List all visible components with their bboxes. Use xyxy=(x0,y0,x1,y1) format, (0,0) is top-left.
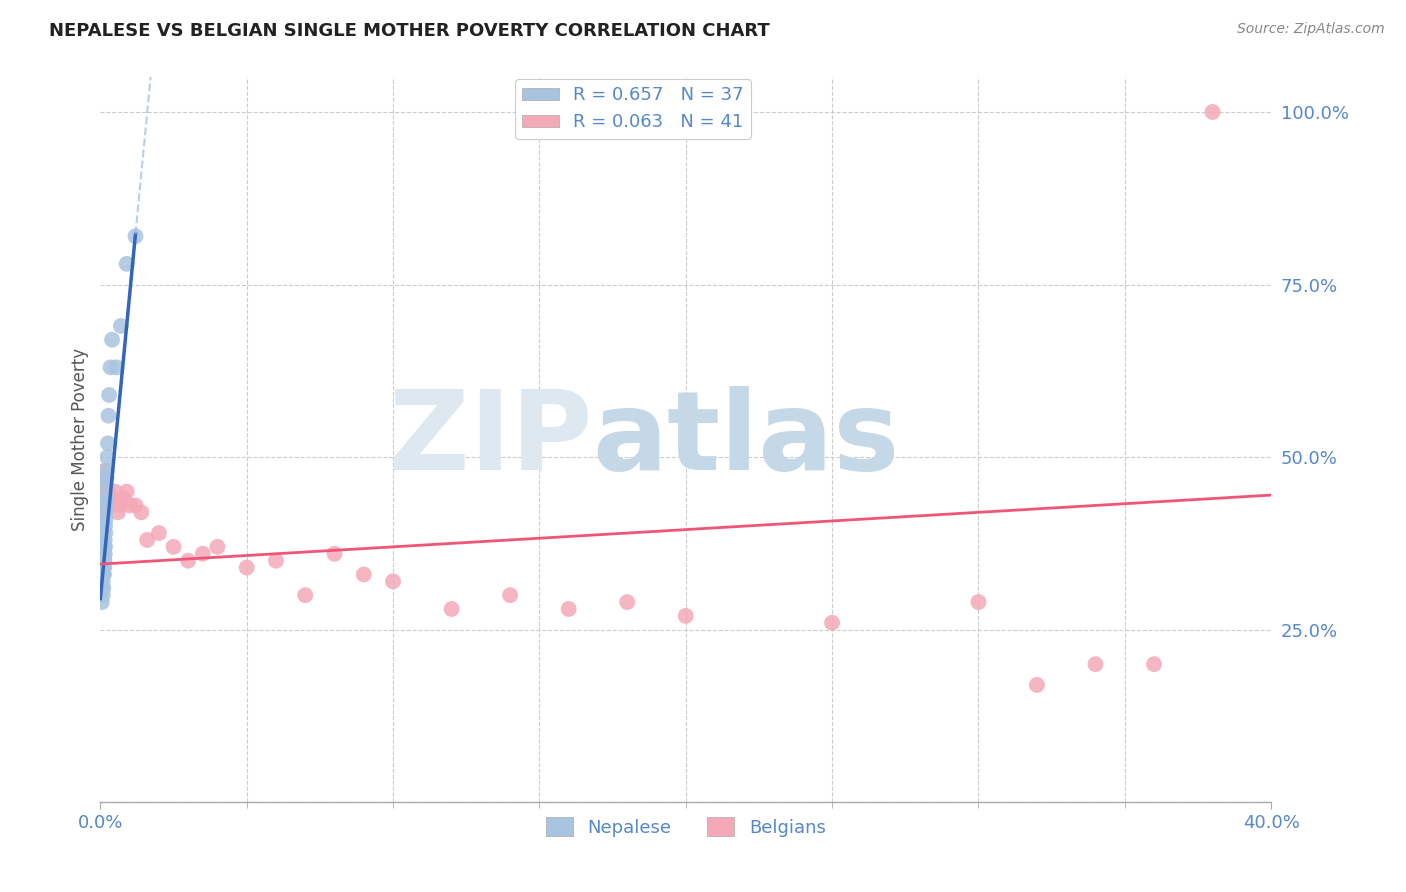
Point xyxy=(191,547,214,561)
Point xyxy=(91,581,114,595)
Point xyxy=(94,526,117,541)
Point xyxy=(91,560,114,574)
Point xyxy=(98,388,121,402)
Point xyxy=(96,464,118,478)
Point xyxy=(112,491,135,506)
Point xyxy=(91,505,114,519)
Point xyxy=(104,484,127,499)
Point xyxy=(93,554,115,568)
Point xyxy=(110,499,132,513)
Point xyxy=(97,484,120,499)
Point xyxy=(353,567,375,582)
Point xyxy=(967,595,990,609)
Text: ZIP: ZIP xyxy=(388,386,592,493)
Point xyxy=(107,505,129,519)
Point xyxy=(94,540,117,554)
Text: NEPALESE VS BELGIAN SINGLE MOTHER POVERTY CORRELATION CHART: NEPALESE VS BELGIAN SINGLE MOTHER POVERT… xyxy=(49,22,770,40)
Point xyxy=(115,484,138,499)
Point xyxy=(162,540,184,554)
Point xyxy=(91,567,114,582)
Point xyxy=(105,360,128,375)
Legend: Nepalese, Belgians: Nepalese, Belgians xyxy=(538,810,832,844)
Point xyxy=(124,499,146,513)
Point xyxy=(1201,105,1223,120)
Point xyxy=(93,540,115,554)
Point xyxy=(91,484,114,499)
Point xyxy=(96,471,118,485)
Point xyxy=(94,499,117,513)
Point xyxy=(115,257,138,271)
Point xyxy=(93,567,115,582)
Point xyxy=(207,540,229,554)
Point xyxy=(1084,657,1107,672)
Point xyxy=(94,512,117,526)
Point xyxy=(93,547,115,561)
Point xyxy=(1143,657,1166,672)
Point xyxy=(91,574,114,589)
Point xyxy=(93,560,115,574)
Point xyxy=(382,574,405,589)
Point xyxy=(557,602,579,616)
Point xyxy=(94,519,117,533)
Point xyxy=(93,464,115,478)
Point xyxy=(675,608,697,623)
Point xyxy=(131,505,153,519)
Point xyxy=(90,581,112,595)
Point xyxy=(91,588,114,602)
Point xyxy=(124,229,146,244)
Point xyxy=(93,491,115,506)
Point xyxy=(100,360,122,375)
Point xyxy=(1026,678,1049,692)
Point xyxy=(148,526,170,541)
Point xyxy=(94,491,117,506)
Point xyxy=(90,595,112,609)
Point xyxy=(94,505,117,519)
Point xyxy=(93,554,115,568)
Point xyxy=(93,533,115,547)
Point xyxy=(97,409,120,423)
Point xyxy=(118,499,141,513)
Point xyxy=(101,333,124,347)
Point xyxy=(93,567,115,582)
Point xyxy=(100,499,122,513)
Point xyxy=(98,491,121,506)
Point xyxy=(97,436,120,450)
Point xyxy=(294,588,316,602)
Point xyxy=(110,318,132,333)
Point xyxy=(616,595,638,609)
Point xyxy=(177,554,200,568)
Point xyxy=(821,615,844,630)
Point xyxy=(440,602,463,616)
Text: Source: ZipAtlas.com: Source: ZipAtlas.com xyxy=(1237,22,1385,37)
Point xyxy=(96,491,118,506)
Point xyxy=(136,533,159,547)
Point xyxy=(96,477,118,491)
Point xyxy=(96,471,118,485)
Text: atlas: atlas xyxy=(592,386,900,493)
Point xyxy=(323,547,346,561)
Point xyxy=(235,560,257,574)
Point xyxy=(499,588,522,602)
Point xyxy=(101,491,124,506)
Point xyxy=(96,450,118,464)
Y-axis label: Single Mother Poverty: Single Mother Poverty xyxy=(72,348,89,532)
Point xyxy=(264,554,287,568)
Point xyxy=(94,491,117,506)
Point xyxy=(93,547,115,561)
